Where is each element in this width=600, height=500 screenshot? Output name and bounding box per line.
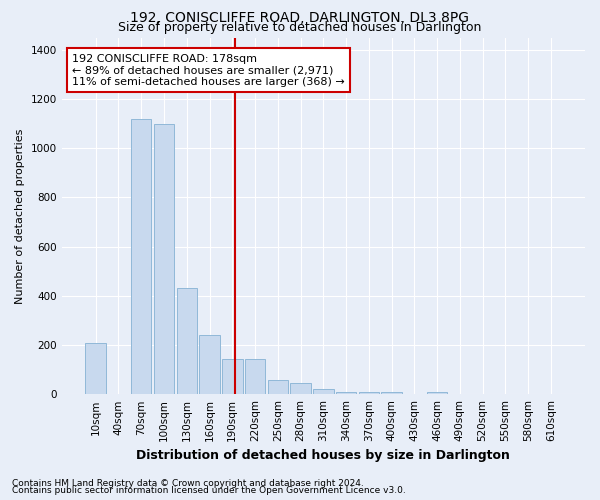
Bar [336,392,356,394]
Bar [245,359,265,394]
Bar [222,359,242,394]
Bar [268,380,288,394]
Text: 192, CONISCLIFFE ROAD, DARLINGTON, DL3 8PG: 192, CONISCLIFFE ROAD, DARLINGTON, DL3 8… [131,11,470,25]
Bar [131,118,151,394]
Bar [313,390,334,394]
Bar [382,392,402,394]
Bar [359,392,379,394]
Text: Contains public sector information licensed under the Open Government Licence v3: Contains public sector information licen… [12,486,406,495]
Text: Size of property relative to detached houses in Darlington: Size of property relative to detached ho… [118,21,482,34]
Bar [85,342,106,394]
Text: Contains HM Land Registry data © Crown copyright and database right 2024.: Contains HM Land Registry data © Crown c… [12,478,364,488]
Bar [290,383,311,394]
Text: 192 CONISCLIFFE ROAD: 178sqm
← 89% of detached houses are smaller (2,971)
11% of: 192 CONISCLIFFE ROAD: 178sqm ← 89% of de… [72,54,345,87]
Bar [154,124,174,394]
Bar [176,288,197,395]
Bar [199,335,220,394]
Bar [427,392,448,394]
X-axis label: Distribution of detached houses by size in Darlington: Distribution of detached houses by size … [136,450,510,462]
Y-axis label: Number of detached properties: Number of detached properties [15,128,25,304]
